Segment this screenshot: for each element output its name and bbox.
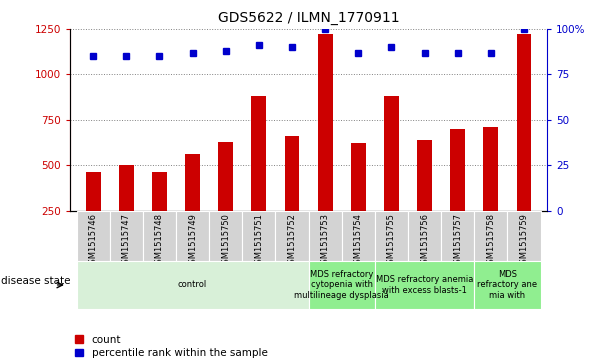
Bar (275, 211, 308, 261)
Text: GSM1515759: GSM1515759 (519, 213, 528, 269)
Bar (285, 136, 300, 256)
Text: GSM1515746: GSM1515746 (89, 213, 98, 269)
Bar (375, 261, 474, 309)
Bar (251, 96, 266, 256)
Bar (317, 34, 333, 256)
Text: GSM1515753: GSM1515753 (320, 213, 330, 269)
Text: MDS
refractory ane
mia with: MDS refractory ane mia with (477, 270, 537, 300)
Bar (451, 129, 465, 256)
Text: MDS refractory anemia
with excess blasts-1: MDS refractory anemia with excess blasts… (376, 275, 473, 295)
Text: GSM1515752: GSM1515752 (288, 213, 297, 269)
Bar (474, 211, 508, 261)
Text: GSM1515751: GSM1515751 (254, 213, 263, 269)
Bar (351, 143, 366, 256)
Bar (308, 211, 342, 261)
Bar (209, 211, 242, 261)
Bar (109, 211, 143, 261)
Title: GDS5622 / ILMN_1770911: GDS5622 / ILMN_1770911 (218, 11, 399, 25)
Text: MDS refractory
cytopenia with
multilineage dysplasia: MDS refractory cytopenia with multilinea… (294, 270, 389, 300)
Text: GSM1515758: GSM1515758 (486, 213, 496, 269)
Bar (77, 261, 308, 309)
Text: GSM1515757: GSM1515757 (453, 213, 462, 269)
Legend: count, percentile rank within the sample: count, percentile rank within the sample (75, 335, 268, 358)
Bar (408, 211, 441, 261)
Text: GSM1515749: GSM1515749 (188, 213, 197, 269)
Bar (483, 127, 499, 256)
Bar (185, 154, 200, 256)
Bar (441, 211, 474, 261)
Text: GSM1515750: GSM1515750 (221, 213, 230, 269)
Bar (375, 211, 408, 261)
Bar (508, 211, 541, 261)
Text: GSM1515747: GSM1515747 (122, 213, 131, 269)
Bar (119, 165, 134, 256)
Text: GSM1515748: GSM1515748 (155, 213, 164, 269)
Bar (77, 211, 109, 261)
Bar (152, 172, 167, 256)
Bar (308, 261, 375, 309)
Bar (242, 211, 275, 261)
Bar (342, 211, 375, 261)
Bar (86, 172, 100, 256)
Text: disease state: disease state (1, 276, 70, 286)
Text: GSM1515756: GSM1515756 (420, 213, 429, 269)
Bar (474, 261, 541, 309)
Text: control: control (178, 281, 207, 289)
Bar (517, 34, 531, 256)
Text: GSM1515755: GSM1515755 (387, 213, 396, 269)
Bar (384, 96, 399, 256)
Bar (176, 211, 209, 261)
Bar (417, 140, 432, 256)
Bar (143, 211, 176, 261)
Bar (218, 142, 233, 256)
Text: GSM1515754: GSM1515754 (354, 213, 363, 269)
